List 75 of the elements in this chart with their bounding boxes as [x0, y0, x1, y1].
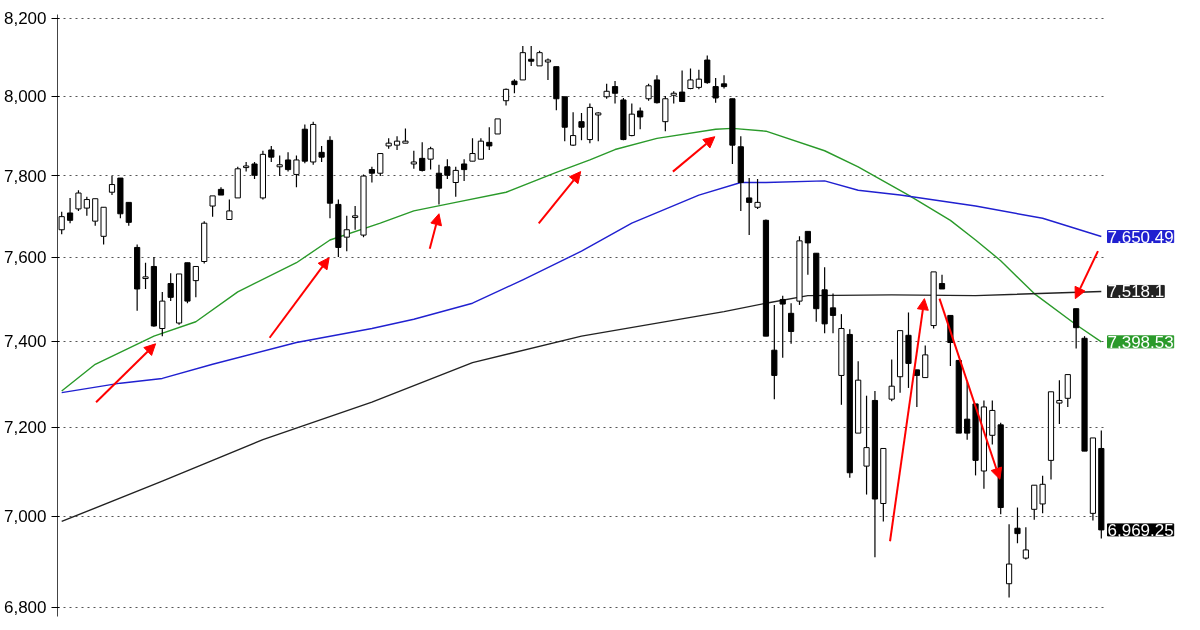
- candlestick: [461, 158, 468, 182]
- candlestick: [142, 262, 149, 290]
- candlestick: [108, 175, 116, 196]
- y-tick-label: 7,800: [3, 166, 47, 186]
- candlestick: [66, 197, 74, 224]
- candlestick: [58, 211, 65, 235]
- candlestick: [469, 137, 476, 162]
- candlestick: [720, 74, 728, 90]
- candlestick: [1022, 526, 1029, 561]
- data-label: 7,398.53: [1107, 332, 1174, 352]
- y-tick-label: 8,000: [3, 87, 47, 107]
- candlestick: [1014, 506, 1021, 544]
- candlestick: [1005, 523, 1013, 599]
- candlestick: [570, 111, 577, 147]
- candlestick: [393, 135, 401, 151]
- data-label: 7,650.49: [1107, 227, 1174, 247]
- candlestick: [435, 164, 443, 206]
- candlestick: [888, 358, 895, 402]
- candlestick: [922, 344, 929, 379]
- candlestick: [83, 196, 90, 217]
- candlestick: [1073, 308, 1080, 350]
- candlestick: [679, 69, 686, 103]
- candlestick: [209, 195, 216, 218]
- candlestick: [595, 111, 602, 142]
- y-tick-label: 7,200: [3, 418, 47, 438]
- line-series: [60, 127, 1103, 392]
- y-tick-label: 6,800: [3, 598, 47, 618]
- data-label: 7,518.1: [1107, 282, 1165, 302]
- y-tick-label: 8,200: [3, 9, 47, 29]
- candlestick: [477, 137, 484, 160]
- candlestick: [1039, 475, 1046, 514]
- candlestick: [192, 265, 199, 298]
- candlestick: [662, 95, 669, 132]
- candlestick: [293, 154, 300, 188]
- candlestick: [829, 292, 837, 334]
- text: 6,969.25: [1107, 520, 1174, 540]
- candlestick: [352, 205, 359, 231]
- candlestick: [368, 166, 375, 184]
- candlestick: [427, 146, 434, 171]
- candlestick: [75, 189, 82, 212]
- candlestick: [125, 201, 132, 227]
- candlestick: [226, 198, 233, 221]
- y-tick-label: 7,400: [3, 332, 47, 352]
- candlestick: [276, 154, 283, 177]
- candlestick: [628, 102, 635, 137]
- line-series: [60, 290, 1103, 523]
- y-tick-label: 7,000: [3, 507, 47, 527]
- y-tick-label: 7,600: [3, 248, 47, 268]
- candlestick: [695, 69, 702, 90]
- candlestick: [611, 80, 619, 105]
- candlestick: [167, 272, 174, 302]
- candlestick: [410, 150, 417, 170]
- candlestick: [284, 151, 292, 173]
- candlestick: [528, 45, 535, 67]
- line-series: [60, 180, 1103, 394]
- candlestick: [653, 74, 661, 105]
- candlestick: [1064, 373, 1071, 408]
- candlestick: [746, 177, 753, 236]
- candlestick: [637, 106, 644, 130]
- candlestick: [712, 77, 719, 104]
- candlestick: [779, 295, 786, 359]
- candlestick: [1056, 379, 1063, 425]
- candlestick: [544, 57, 552, 81]
- candlestick: [377, 152, 384, 177]
- candlestick: [788, 302, 795, 345]
- candlestick: [863, 395, 870, 496]
- candlestick: [938, 274, 946, 290]
- candlestick: [578, 112, 585, 141]
- candlestick: [92, 198, 99, 227]
- candlestick: [419, 141, 426, 173]
- candlestick: [754, 178, 761, 210]
- candlestick: [243, 161, 250, 173]
- candlestick: [486, 126, 493, 151]
- candlestick: [704, 54, 711, 85]
- candlestick: [804, 230, 811, 276]
